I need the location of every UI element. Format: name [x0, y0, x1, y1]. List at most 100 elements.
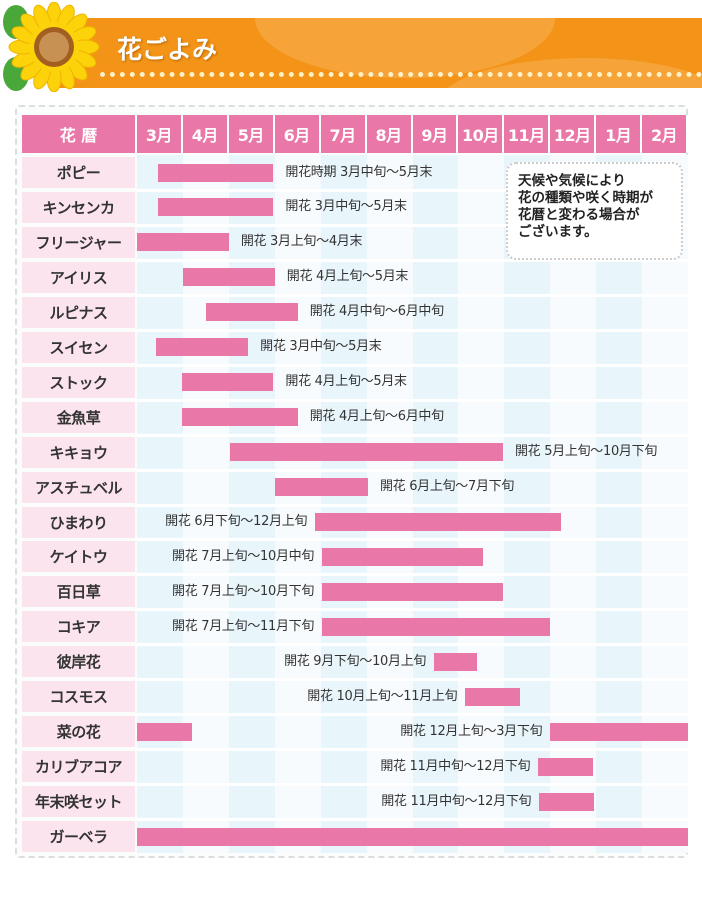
note-line: ございます。	[518, 224, 598, 240]
bloom-bar	[137, 233, 229, 252]
bloom-period-label: 開花 4月上旬〜6月中旬	[309, 409, 444, 425]
bloom-bar	[156, 338, 249, 357]
row-separator	[137, 713, 688, 717]
bloom-bar	[182, 268, 275, 287]
bloom-bar	[157, 198, 274, 217]
row-separator	[137, 608, 688, 612]
bloom-period-label: 開花 7月上旬〜10月中旬	[172, 548, 315, 564]
row-separator	[137, 468, 688, 472]
row-separator	[137, 433, 688, 437]
bloom-bar	[157, 163, 274, 182]
flower-name: フリージャー	[22, 226, 135, 258]
title-banner	[55, 18, 702, 88]
row-separator	[137, 223, 688, 227]
row-separator	[137, 573, 688, 577]
bloom-period-label: 開花 7月上旬〜10月下旬	[172, 583, 315, 599]
row-separator	[137, 398, 688, 402]
row-separator	[137, 678, 688, 682]
note-line: 花の種類や咲く時期が	[518, 190, 653, 206]
flower-name: コキア	[22, 611, 135, 643]
month-header: 2月	[642, 115, 689, 153]
bloom-period-label: 開花 3月中旬〜5月末	[285, 199, 407, 215]
bloom-bar	[322, 582, 503, 601]
row-separator	[137, 328, 688, 332]
bloom-bar	[137, 722, 193, 741]
bloom-bar	[230, 443, 503, 462]
flower-name: 百日草	[22, 576, 135, 608]
disclaimer-note: 天候や気候により 花の種類や咲く時期が 花暦と変わる場合が ございます。	[506, 162, 683, 260]
flower-name: ストック	[22, 366, 135, 398]
bloom-bar	[550, 722, 689, 741]
bloom-period-label: 開花 4月上旬〜5月末	[285, 374, 407, 390]
month-header: 6月	[274, 115, 321, 153]
flower-name: ルピナス	[22, 296, 135, 328]
row-separator	[137, 503, 688, 507]
bloom-period-label: 開花時期 3月中旬〜5月末	[285, 164, 433, 180]
bloom-period-label: 開花 9月下旬〜10月上旬	[284, 653, 427, 669]
month-header: 11月	[504, 115, 551, 153]
bloom-period-label: 開花 11月中旬〜12月下旬	[380, 758, 531, 774]
flower-name: キキョウ	[22, 436, 135, 468]
row-separator	[137, 783, 688, 787]
bloom-period-label: 開花 3月中旬〜5月末	[260, 339, 382, 355]
row-separator	[137, 258, 688, 262]
bloom-period-label: 開花 3月上旬〜4月末	[240, 234, 363, 250]
flower-name: コスモス	[22, 681, 135, 713]
flower-name: スイセン	[22, 331, 135, 363]
flower-name: ガーベラ	[22, 821, 135, 853]
flower-name: アスチュベル	[22, 471, 135, 503]
month-header: 12月	[550, 115, 597, 153]
row-separator	[137, 538, 688, 542]
flower-name: カリブアコア	[22, 751, 135, 783]
month-header: 9月	[412, 115, 459, 153]
bloom-period-label: 開花 4月中旬〜6月中旬	[309, 304, 444, 320]
note-line: 天候や気候により	[518, 173, 626, 189]
flower-name: ひまわり	[22, 506, 135, 538]
flower-name: アイリス	[22, 261, 135, 293]
page-title: 花ごよみ	[117, 35, 218, 64]
bloom-period-label: 開花 7月上旬〜11月下旬	[172, 618, 315, 634]
row-separator	[137, 293, 688, 297]
bloom-period-label: 開花 10月上旬〜11月上旬	[307, 688, 458, 704]
flower-name: 金魚草	[22, 401, 135, 433]
bloom-period-label: 開花 6月上旬〜7月下旬	[379, 479, 515, 495]
bloom-bar	[322, 547, 484, 566]
bloom-bar	[274, 478, 368, 497]
bloom-period-label: 開花 5月上旬〜10月下旬	[514, 444, 658, 460]
month-header: 4月	[182, 115, 229, 153]
flower-name: 年末咲セット	[22, 786, 135, 818]
corner-header: 花 暦	[22, 115, 137, 153]
bloom-period-label: 開花 12月上旬〜3月下旬	[400, 723, 543, 739]
bloom-bar	[322, 617, 551, 636]
flower-name: ケイトウ	[22, 541, 135, 573]
row-separator	[137, 818, 688, 822]
row-separator	[137, 748, 688, 752]
month-header: 7月	[320, 115, 367, 153]
month-header: 3月	[137, 115, 183, 153]
bloom-bar	[539, 792, 594, 811]
row-separator	[137, 188, 688, 192]
bloom-period-label: 開花 11月中旬〜12月下旬	[381, 793, 532, 809]
flower-name: 菜の花	[22, 716, 135, 748]
bloom-period-label: 開花 4月上旬〜5月末	[286, 269, 409, 285]
bloom-bar	[182, 408, 298, 427]
bloom-bar	[315, 513, 562, 531]
flower-name: キンセンカ	[22, 191, 135, 223]
month-header: 10月	[458, 115, 505, 153]
bloom-bar	[182, 373, 274, 392]
bloom-bar	[538, 757, 593, 776]
month-header: 5月	[228, 115, 275, 153]
bloom-period-label: 開花 6月下旬〜12月上旬	[165, 514, 308, 529]
note-line: 花暦と変わる場合が	[518, 207, 640, 223]
month-header: 8月	[366, 115, 413, 153]
flower-name: ポピー	[22, 157, 135, 188]
month-header: 1月	[596, 115, 643, 153]
row-separator	[137, 643, 688, 647]
bloom-bar	[137, 827, 689, 846]
bloom-bar	[205, 303, 298, 322]
dotted-line	[100, 72, 702, 77]
sunflower-icon	[3, 2, 100, 92]
bloom-bar	[465, 687, 520, 706]
bloom-bar	[434, 652, 478, 671]
flower-name: 彼岸花	[22, 646, 135, 678]
